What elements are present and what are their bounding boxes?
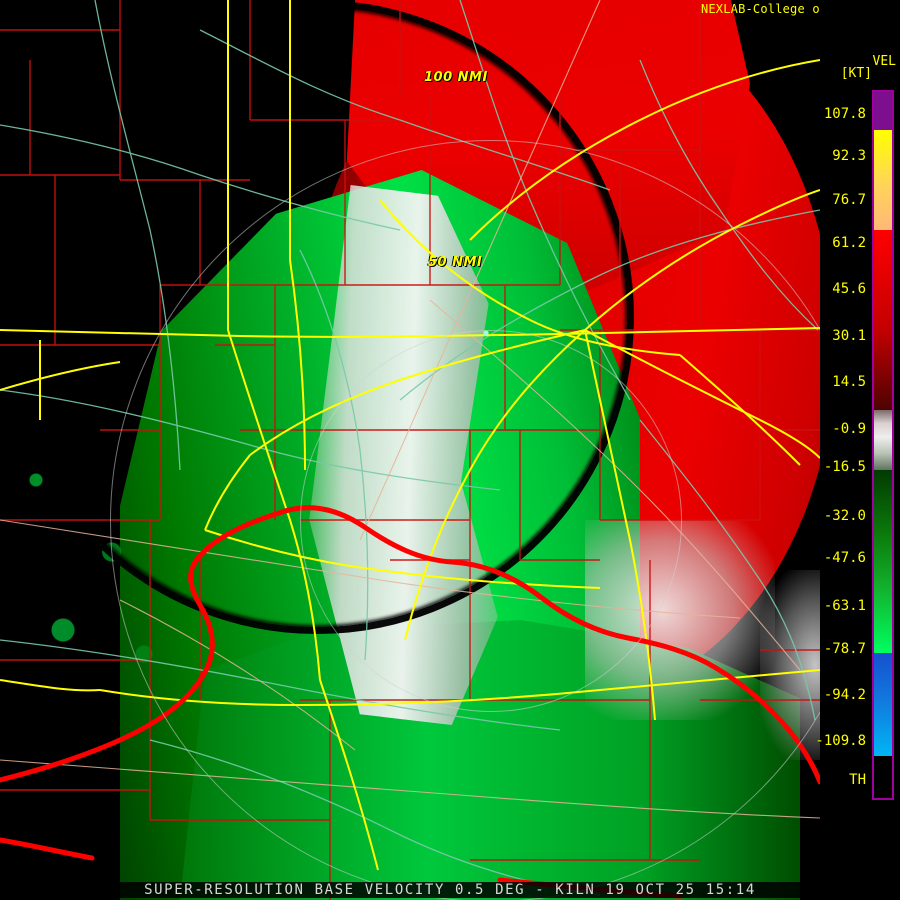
legend-tick-8: -16.5 [823, 459, 866, 475]
legend-tick-12: -78.7 [823, 641, 866, 657]
velocity-legend: VEL [KT] 107.8 92.3 76.7 61.2 45.6 30.1 … [815, 0, 900, 900]
legend-tick-7: -0.9 [832, 421, 866, 437]
legend-tick-5: 30.1 [832, 328, 866, 344]
legend-tick-11: -63.1 [823, 598, 866, 614]
legend-tick-10: -47.6 [823, 550, 866, 566]
legend-threshold-label: TH [849, 772, 866, 788]
color-segment-purple [874, 92, 892, 131]
legend-tick-4: 45.6 [832, 281, 866, 297]
legend-tick-9: -32.0 [823, 508, 866, 524]
color-segment-green [874, 470, 892, 653]
legend-title: VEL [872, 54, 896, 69]
radar-map[interactable]: 100 NMI 50 NMI [0, 0, 820, 900]
range-ring-100nmi [110, 140, 820, 900]
status-bar: SUPER-RESOLUTION BASE VELOCITY 0.5 DEG -… [0, 882, 900, 898]
color-segment-black [874, 755, 892, 798]
color-segment-yellow-orange [874, 130, 892, 231]
color-segment-red [874, 230, 892, 410]
legend-tick-6: 14.5 [832, 374, 866, 390]
legend-units: [KT] [840, 66, 872, 81]
legend-tick-0: 107.8 [823, 106, 866, 122]
range-ring-label-100: 100 NMI [424, 70, 488, 85]
color-scale-bar [872, 90, 894, 800]
legend-tick-13: -94.2 [823, 687, 866, 703]
range-ring-label-50: 50 NMI [428, 255, 483, 270]
legend-tick-1: 92.3 [832, 148, 866, 164]
color-segment-blue [874, 652, 892, 756]
legend-tick-3: 61.2 [832, 235, 866, 251]
legend-tick-14: -109.8 [815, 733, 866, 749]
color-segment-gray [874, 409, 892, 471]
legend-tick-2: 76.7 [832, 192, 866, 208]
